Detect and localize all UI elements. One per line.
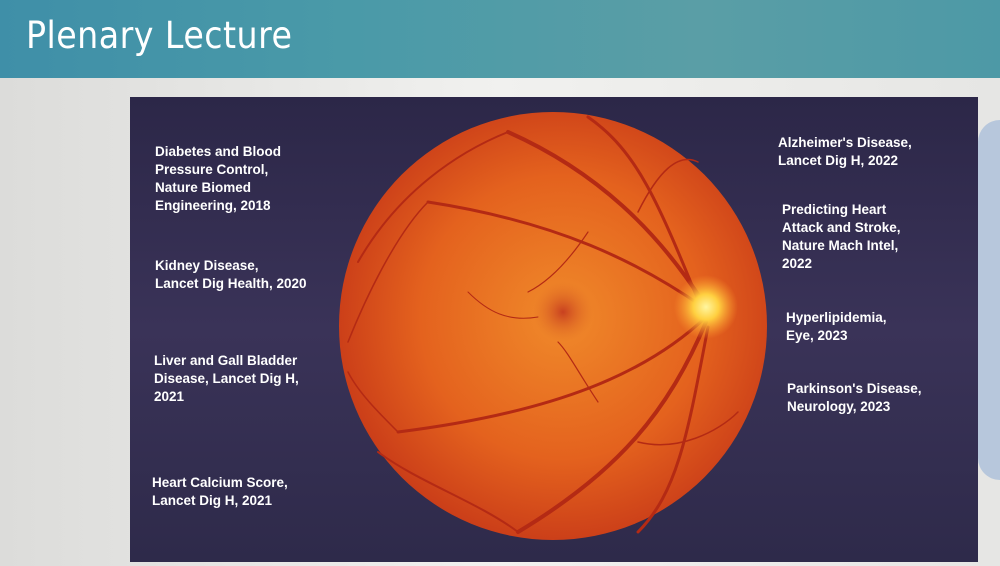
left-item-liver: Liver and Gall Bladder Disease, Lancet D…	[154, 353, 299, 404]
right-item-parkinsons: Parkinson's Disease, Neurology, 2023	[787, 381, 922, 414]
header-banner: Plenary Lecture	[0, 0, 1000, 78]
retina-fundus-image	[339, 112, 767, 540]
right-item-hyperlipidemia: Hyperlipidemia, Eye, 2023	[786, 310, 887, 343]
page-title: Plenary Lecture	[26, 14, 293, 57]
left-item-kidney: Kidney Disease, Lancet Dig Health, 2020	[155, 258, 307, 291]
screen-edge	[978, 120, 1000, 480]
right-item-alzheimers: Alzheimer's Disease, Lancet Dig H, 2022	[778, 135, 912, 168]
left-item-heart-calcium: Heart Calcium Score, Lancet Dig H, 2021	[152, 475, 288, 508]
left-item-diabetes: Diabetes and Blood Pressure Control, Nat…	[155, 144, 282, 213]
right-item-heart-attack: Predicting Heart Attack and Stroke, Natu…	[782, 202, 901, 271]
